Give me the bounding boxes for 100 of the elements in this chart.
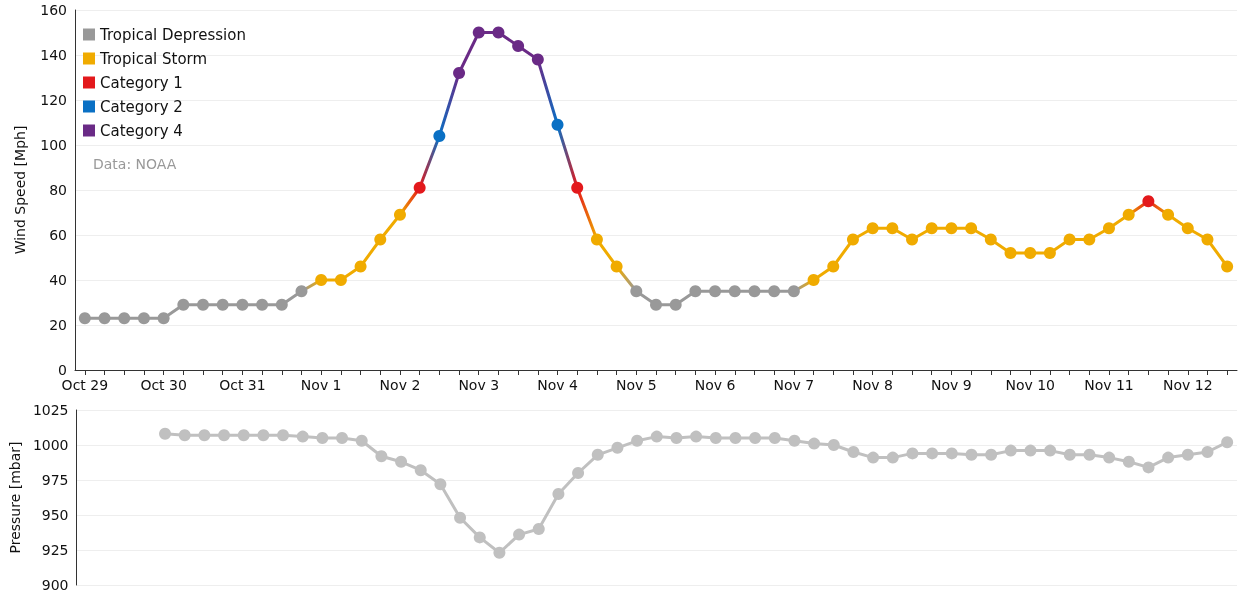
- x-tick-label: Nov 2: [379, 377, 421, 393]
- point: [749, 432, 762, 444]
- point: [137, 312, 150, 325]
- point: [590, 233, 603, 246]
- point: [1024, 247, 1037, 259]
- point: [945, 447, 958, 460]
- y-tick-label: 160: [40, 2, 67, 18]
- point: [1162, 208, 1175, 221]
- point: [610, 260, 623, 273]
- point: [630, 285, 643, 298]
- point: [473, 531, 486, 544]
- point: [1122, 455, 1135, 468]
- point: [493, 546, 506, 559]
- point: [1004, 247, 1017, 259]
- point: [1063, 233, 1076, 246]
- y-tick-label: 40: [49, 272, 67, 288]
- point: [886, 451, 899, 464]
- point: [472, 26, 485, 39]
- point: [413, 181, 426, 194]
- point: [118, 312, 131, 325]
- point: [354, 260, 367, 273]
- point: [965, 222, 978, 235]
- point: [729, 432, 742, 444]
- point: [670, 432, 683, 444]
- point: [513, 528, 526, 541]
- x-tick-label: Nov 3: [458, 377, 500, 393]
- x-tick-label: Oct 29: [61, 377, 109, 393]
- legend-label: Tropical Depression: [99, 25, 246, 44]
- point: [355, 434, 368, 447]
- point: [669, 298, 682, 311]
- point: [886, 222, 899, 235]
- y-tick-label: 0: [58, 362, 67, 378]
- legend-label: Category 1: [100, 73, 183, 92]
- point: [985, 448, 998, 461]
- point: [768, 285, 781, 298]
- point: [631, 434, 644, 447]
- x-tick-label: Oct 31: [219, 377, 266, 393]
- y-tick-label: 80: [49, 182, 67, 198]
- point: [256, 298, 269, 311]
- point: [1083, 448, 1096, 461]
- point: [414, 464, 427, 477]
- y-tick-label: 1025: [32, 402, 69, 418]
- point: [748, 285, 761, 298]
- point: [807, 274, 820, 286]
- point: [827, 439, 840, 451]
- y-tick-label: 140: [40, 47, 67, 63]
- point: [492, 26, 505, 39]
- point: [1142, 195, 1155, 208]
- x-tick-label: Nov 7: [773, 377, 815, 393]
- point: [395, 455, 408, 468]
- point: [984, 233, 997, 246]
- point: [1201, 233, 1214, 246]
- x-tick-label: Nov 8: [852, 377, 893, 393]
- y-tick-label: 950: [41, 507, 69, 523]
- x-tick-label: Oct 30: [140, 377, 187, 393]
- legend-label: Category 4: [100, 121, 183, 140]
- point: [296, 430, 309, 443]
- point: [316, 432, 329, 444]
- point: [237, 429, 250, 442]
- point: [1044, 444, 1057, 457]
- point: [846, 233, 859, 246]
- point: [709, 432, 722, 444]
- point: [216, 298, 229, 311]
- point: [1083, 233, 1096, 246]
- annotation: Data: NOAA: [93, 156, 177, 172]
- point: [1221, 436, 1234, 449]
- x-tick-label: Nov 10: [1005, 377, 1055, 393]
- point: [512, 40, 525, 52]
- x-tick-label: Nov 6: [694, 377, 736, 393]
- point: [334, 274, 347, 286]
- point: [551, 118, 564, 131]
- point: [572, 467, 585, 479]
- legend-label: Category 2: [100, 97, 183, 116]
- y-axis-title: Wind Speed [Mph]: [12, 125, 28, 255]
- y-tick-label: 100: [40, 137, 67, 153]
- point: [1221, 260, 1234, 273]
- y-tick-label: 60: [49, 227, 67, 243]
- y-tick-label: 925: [41, 542, 69, 558]
- point: [532, 523, 545, 535]
- point: [788, 434, 801, 447]
- point: [709, 285, 722, 298]
- point: [1201, 446, 1214, 458]
- point: [906, 447, 919, 460]
- point: [906, 233, 919, 246]
- point: [690, 430, 703, 443]
- point: [1043, 247, 1056, 259]
- x-tick-label: Nov 9: [931, 377, 972, 393]
- point: [689, 285, 702, 298]
- point: [157, 312, 170, 325]
- point: [728, 285, 741, 298]
- point: [434, 478, 447, 491]
- point: [197, 298, 210, 311]
- point: [257, 429, 270, 442]
- point: [393, 208, 406, 221]
- x-tick-label: Nov 1: [300, 377, 342, 393]
- point: [98, 312, 111, 325]
- point: [1103, 451, 1116, 464]
- point: [1004, 444, 1017, 457]
- point: [236, 298, 249, 311]
- point: [1024, 444, 1037, 457]
